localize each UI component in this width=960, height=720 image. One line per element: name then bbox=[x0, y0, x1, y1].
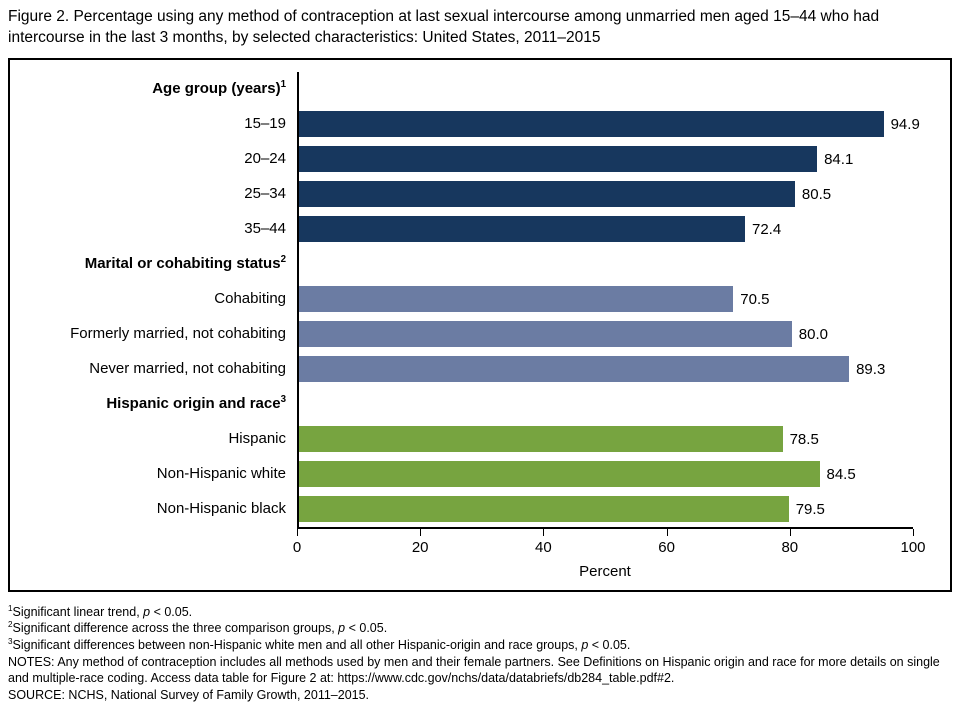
bar-category-label: Formerly married, not cohabiting bbox=[70, 325, 286, 343]
bar-row: Hispanic 78.5 bbox=[10, 421, 950, 457]
superscript: 1 bbox=[280, 79, 286, 91]
axis-tick-label: 0 bbox=[292, 538, 302, 556]
bar-value-label: 80.5 bbox=[801, 185, 832, 203]
axis-tick-mark bbox=[666, 528, 668, 536]
bar-category-label: 15–19 bbox=[244, 115, 286, 133]
bar-category-label: 35–44 bbox=[244, 220, 286, 238]
bar-value-label: 78.5 bbox=[789, 430, 819, 448]
plot-area: 84.1 bbox=[297, 141, 950, 177]
bar bbox=[299, 321, 792, 348]
plot-area: 70.5 bbox=[297, 281, 950, 317]
superscript: 1 bbox=[8, 603, 13, 613]
group-header-label: Hispanic origin and race3 bbox=[106, 394, 286, 413]
bar-category-label: 20–24 bbox=[244, 150, 286, 168]
plot-area: 80.5 bbox=[297, 176, 950, 212]
figure-title: Figure 2. Percentage using any method of… bbox=[8, 8, 880, 46]
axis-tick-label: 100 bbox=[900, 538, 926, 556]
bar-value-label: 89.3 bbox=[856, 360, 886, 378]
bar-category-label: Cohabiting bbox=[214, 290, 286, 308]
bar-row: Never married, not cohabiting 89.3 bbox=[10, 351, 950, 387]
bar-value-label: 70.5 bbox=[740, 290, 770, 308]
axis-tick-mark bbox=[297, 528, 298, 536]
bar bbox=[299, 111, 884, 138]
bar-row: 20–24 84.1 bbox=[10, 141, 950, 177]
plot-area-spacer bbox=[297, 71, 950, 107]
plot-area-spacer bbox=[297, 246, 950, 282]
group-header-row: Marital or cohabiting status2 bbox=[10, 246, 950, 282]
plot-area: 80.0 bbox=[297, 316, 950, 352]
bar-row: 15–19 94.9 bbox=[10, 106, 950, 142]
bar-category-label: Non-Hispanic white bbox=[156, 465, 286, 483]
bar-value-label: 94.9 bbox=[890, 115, 920, 133]
notes-line: NOTES: Any method of contraception inclu… bbox=[8, 654, 940, 686]
bar bbox=[299, 426, 783, 453]
bar-category-label: Hispanic bbox=[228, 430, 286, 448]
superscript: 2 bbox=[8, 620, 13, 630]
source-line: SOURCE: NCHS, National Survey of Family … bbox=[8, 687, 370, 702]
bar bbox=[299, 496, 789, 523]
axis-tick-mark bbox=[543, 528, 545, 536]
plot-area: 72.4 bbox=[297, 211, 950, 247]
plot-area: 89.3 bbox=[297, 351, 950, 387]
bar-category-label: 25–34 bbox=[244, 185, 286, 203]
bar-category-label: Non-Hispanic black bbox=[156, 500, 286, 518]
axis-tick-label: 20 bbox=[411, 538, 429, 556]
bar-row: 25–34 80.5 bbox=[10, 176, 950, 212]
bar-row: Formerly married, not cohabiting 80.0 bbox=[10, 316, 950, 352]
axis-tick-mark bbox=[420, 528, 422, 536]
bar-value-label: 80.0 bbox=[798, 325, 828, 343]
footnote-line: 1Significant linear trend, p < 0.05. bbox=[8, 603, 193, 619]
group-header-row: Age group (years)1 bbox=[10, 71, 950, 107]
superscript: 3 bbox=[280, 394, 286, 406]
x-axis-label: Percent bbox=[579, 562, 631, 580]
group-header-row: Hispanic origin and race3 bbox=[10, 386, 950, 422]
plot-area: 94.9 bbox=[297, 106, 950, 142]
footnote-lines: 1Significant linear trend, p < 0.05. 2Sig… bbox=[8, 604, 950, 654]
axis-tick-mark bbox=[913, 528, 914, 536]
plot-area: 84.5 bbox=[297, 456, 950, 492]
plot-area: 78.5 bbox=[297, 421, 950, 457]
bar bbox=[299, 146, 818, 173]
bar-row: Cohabiting 70.5 bbox=[10, 281, 950, 317]
bar-row: Non-Hispanic black 79.5 bbox=[10, 491, 950, 527]
bar-value-label: 79.5 bbox=[795, 500, 825, 518]
group-header-label: Marital or cohabiting status2 bbox=[84, 254, 286, 273]
bar bbox=[299, 216, 745, 243]
footnotes: 1Significant linear trend, p < 0.05. 2Sig… bbox=[0, 592, 960, 704]
bar bbox=[299, 286, 734, 313]
bar-row: 35–44 72.4 bbox=[10, 211, 950, 247]
axis-tick-label: 60 bbox=[658, 538, 675, 556]
footnote-line: 2Significant difference across the three… bbox=[8, 620, 388, 636]
x-axis: 0 20 40 60 80 100 bbox=[293, 526, 926, 557]
axis-tick-label: 80 bbox=[781, 538, 799, 556]
group-header-label: Age group (years)1 bbox=[152, 79, 286, 98]
axis-tick-label: 40 bbox=[535, 538, 552, 556]
italic-p: p bbox=[581, 638, 589, 653]
bar-value-label: 84.1 bbox=[824, 150, 854, 168]
bar bbox=[299, 181, 795, 208]
italic-p: p bbox=[338, 621, 346, 636]
superscript: 2 bbox=[280, 254, 286, 266]
chart-frame: Age group (years)1 15–19 94.9 20–24 84.1 25–3… bbox=[8, 57, 952, 592]
bar bbox=[299, 356, 850, 383]
footnote-line: 3Significant differences between non-His… bbox=[8, 636, 631, 653]
bar bbox=[299, 461, 820, 488]
bar-category-label: Never married, not cohabiting bbox=[89, 360, 286, 378]
plot-area: 79.5 bbox=[297, 491, 950, 527]
bar-row: Non-Hispanic white 84.5 bbox=[10, 456, 950, 492]
superscript: 3 bbox=[8, 636, 13, 646]
chart-rows: Age group (years)1 15–19 94.9 20–24 84.1 25–3… bbox=[10, 71, 950, 527]
bar-value-label: 84.5 bbox=[826, 465, 856, 483]
italic-p: p bbox=[143, 604, 151, 619]
bar-value-label: 72.4 bbox=[752, 220, 782, 238]
plot-area-spacer bbox=[297, 386, 950, 422]
axis-tick-mark bbox=[789, 528, 791, 536]
